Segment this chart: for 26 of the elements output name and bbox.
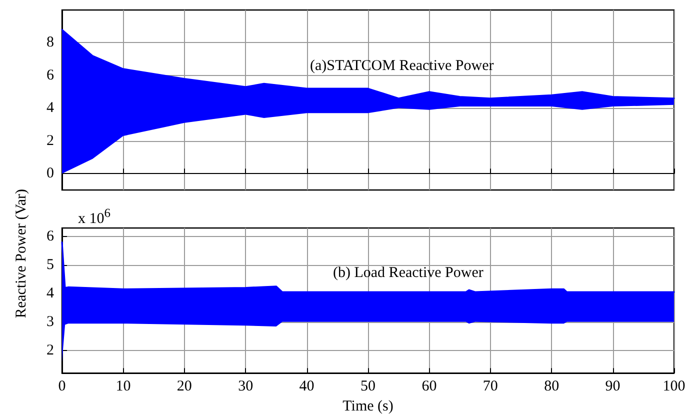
y-tick-label: 6 xyxy=(46,67,54,84)
x-tick-label: 40 xyxy=(299,378,314,395)
y-tick-label: 2 xyxy=(46,132,54,149)
y-tick-label: 8 xyxy=(46,34,54,51)
y-tick-label: 6 xyxy=(46,228,54,245)
x-tick-label: 50 xyxy=(360,378,376,395)
x-tick-label: 10 xyxy=(116,378,131,395)
y-tick-label: 5 xyxy=(46,256,54,273)
y-axis-title: Reactive Power (Var) xyxy=(14,188,30,320)
x-tick-label: 70 xyxy=(482,378,498,395)
text: x 10$^{6}$ xyxy=(78,206,110,228)
y-tick-label: 3 xyxy=(46,314,54,330)
y-tick-label: 0 xyxy=(46,166,54,182)
annotation: (a)STATCOM Reactive Power xyxy=(310,58,494,75)
x-tick-label: 30 xyxy=(238,378,254,395)
x-tick-label: 0 xyxy=(58,378,66,395)
x-tick-label: 90 xyxy=(605,378,620,395)
x-tick-label: 80 xyxy=(544,378,560,395)
y-tick-label: 4 xyxy=(46,100,54,116)
y-tick-label: 4 xyxy=(46,285,54,302)
y-tick-label: 2 xyxy=(46,342,54,358)
x-tick-label: 100 xyxy=(662,378,686,395)
annotation: (b) Load Reactive Power xyxy=(333,265,484,282)
x-axis-title: Time (s) xyxy=(342,398,394,414)
x-tick-label: 60 xyxy=(422,378,437,395)
x-tick-label: 20 xyxy=(176,378,192,395)
